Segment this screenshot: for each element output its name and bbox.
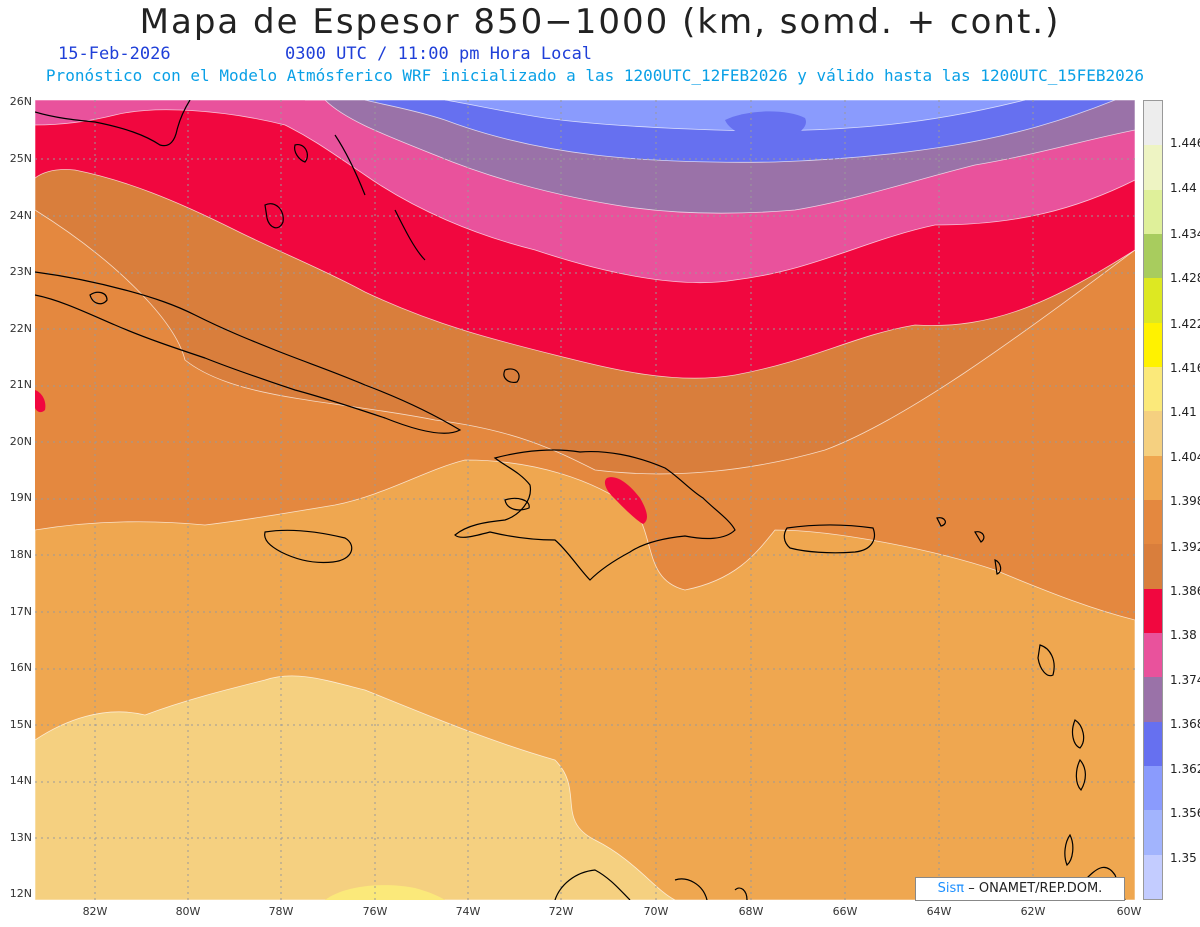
band-1380-pocket-west — [35, 390, 46, 413]
lat-label: 18N — [9, 548, 32, 561]
lon-label: 70W — [643, 905, 669, 918]
lat-label: 21N — [9, 378, 32, 391]
colorbar-segment — [1144, 278, 1162, 324]
valid-date: 15-Feb-2026 — [58, 44, 171, 64]
lat-label: 16N — [9, 661, 32, 674]
colorbar — [1143, 100, 1163, 900]
lat-label: 13N — [9, 831, 32, 844]
coast-puerto-rico — [783, 524, 876, 554]
coast-bahamas-andros — [264, 203, 284, 229]
thickness-map — [35, 100, 1135, 900]
lon-label: 66W — [832, 905, 858, 918]
colorbar-segment — [1144, 766, 1162, 811]
thickness-bands — [35, 100, 1135, 900]
colorbar-label: 1.404 — [1170, 450, 1200, 464]
band-1356 — [444, 100, 1026, 132]
coast-jamaica — [264, 529, 353, 564]
valid-time: 0300 UTC / 11:00 pm Hora Local — [285, 44, 593, 64]
colorbar-segment — [1144, 721, 1162, 767]
colorbar-segment — [1144, 367, 1162, 412]
band-1362-pocket — [725, 111, 806, 140]
lat-label: 20N — [9, 435, 32, 448]
coast-cuba — [35, 271, 462, 434]
colorbar-label: 1.428 — [1170, 271, 1200, 285]
coast-florida — [35, 100, 191, 147]
coast-bahamas-inagua — [503, 368, 520, 383]
coast-isla-juventud — [89, 291, 108, 305]
colorbar-segment — [1144, 677, 1162, 723]
colorbar-segment — [1144, 189, 1162, 235]
lat-label: 23N — [9, 265, 32, 278]
colorbar-label: 1.422 — [1170, 317, 1200, 331]
lon-label: 68W — [738, 905, 764, 918]
lon-label: 76W — [362, 905, 388, 918]
colorbar-label: 1.41 — [1170, 405, 1197, 419]
colorbar-label: 1.416 — [1170, 361, 1200, 375]
forecast-subtitle: Pronóstico con el Modelo Atmósferico WRF… — [45, 66, 1145, 85]
lat-label: 25N — [9, 152, 32, 165]
colorbar-segment — [1144, 322, 1162, 368]
colorbar-label: 1.386 — [1170, 584, 1200, 598]
gridlines — [35, 100, 1135, 900]
colorbar-label: 1.392 — [1170, 540, 1200, 554]
coast-lesser-antilles — [936, 517, 1086, 866]
credit-brand: Sisπ — [937, 881, 965, 896]
colorbar-segment — [1144, 145, 1162, 191]
lat-label: 19N — [9, 491, 32, 504]
colorbar-segment — [1144, 500, 1162, 545]
coast-gonave — [504, 497, 530, 511]
map-title: Mapa de Espesor 850−1000 (km, somd. + co… — [139, 2, 1061, 42]
colorbar-label: 1.434 — [1170, 227, 1200, 241]
colorbar-segment — [1144, 633, 1162, 678]
colorbar-label: 1.356 — [1170, 806, 1200, 820]
lat-label: 12N — [9, 887, 32, 900]
colorbar-segment — [1144, 810, 1162, 856]
coastlines — [35, 100, 1126, 900]
lon-label: 74W — [455, 905, 481, 918]
colorbar-segment — [1144, 455, 1162, 501]
coast-south-america — [554, 866, 1126, 900]
lon-label: 80W — [175, 905, 201, 918]
lat-label: 22N — [9, 322, 32, 335]
colorbar-segment — [1144, 854, 1162, 900]
lat-label: 24N — [9, 209, 32, 222]
lon-label: 82W — [82, 905, 108, 918]
band-1410 — [325, 885, 445, 900]
lon-label: 60W — [1116, 905, 1142, 918]
coast-bahamas-long — [394, 209, 426, 261]
lon-label: 78W — [268, 905, 294, 918]
credit-box: Sisπ – ONAMET/REP.DOM. — [915, 877, 1125, 901]
colorbar-label: 1.374 — [1170, 673, 1200, 687]
colorbar-segment — [1144, 588, 1162, 634]
lat-label: 14N — [9, 774, 32, 787]
lon-label: 64W — [926, 905, 952, 918]
band-1380-pocket — [604, 477, 647, 524]
credit-org: – ONAMET/REP.DOM. — [968, 881, 1103, 896]
lat-label: 15N — [9, 718, 32, 731]
colorbar-label: 1.398 — [1170, 494, 1200, 508]
colorbar-label: 1.44 — [1170, 181, 1197, 195]
colorbar-label: 1.38 — [1170, 628, 1197, 642]
colorbar-segment — [1144, 411, 1162, 457]
colorbar-label: 1.35 — [1170, 851, 1197, 865]
lat-label: 17N — [9, 605, 32, 618]
lon-label: 72W — [548, 905, 574, 918]
lon-label: 62W — [1020, 905, 1046, 918]
colorbar-label: 1.362 — [1170, 762, 1200, 776]
colorbar-segment — [1144, 544, 1162, 590]
coast-hispaniola — [454, 449, 736, 581]
lat-label: 26N — [9, 95, 32, 108]
colorbar-segment — [1144, 101, 1162, 146]
colorbar-label: 1.446 — [1170, 136, 1200, 150]
coast-bahamas-abaco — [294, 143, 308, 163]
coast-bahamas-eleuthera — [334, 134, 366, 196]
colorbar-segment — [1144, 234, 1162, 279]
colorbar-label: 1.368 — [1170, 717, 1200, 731]
